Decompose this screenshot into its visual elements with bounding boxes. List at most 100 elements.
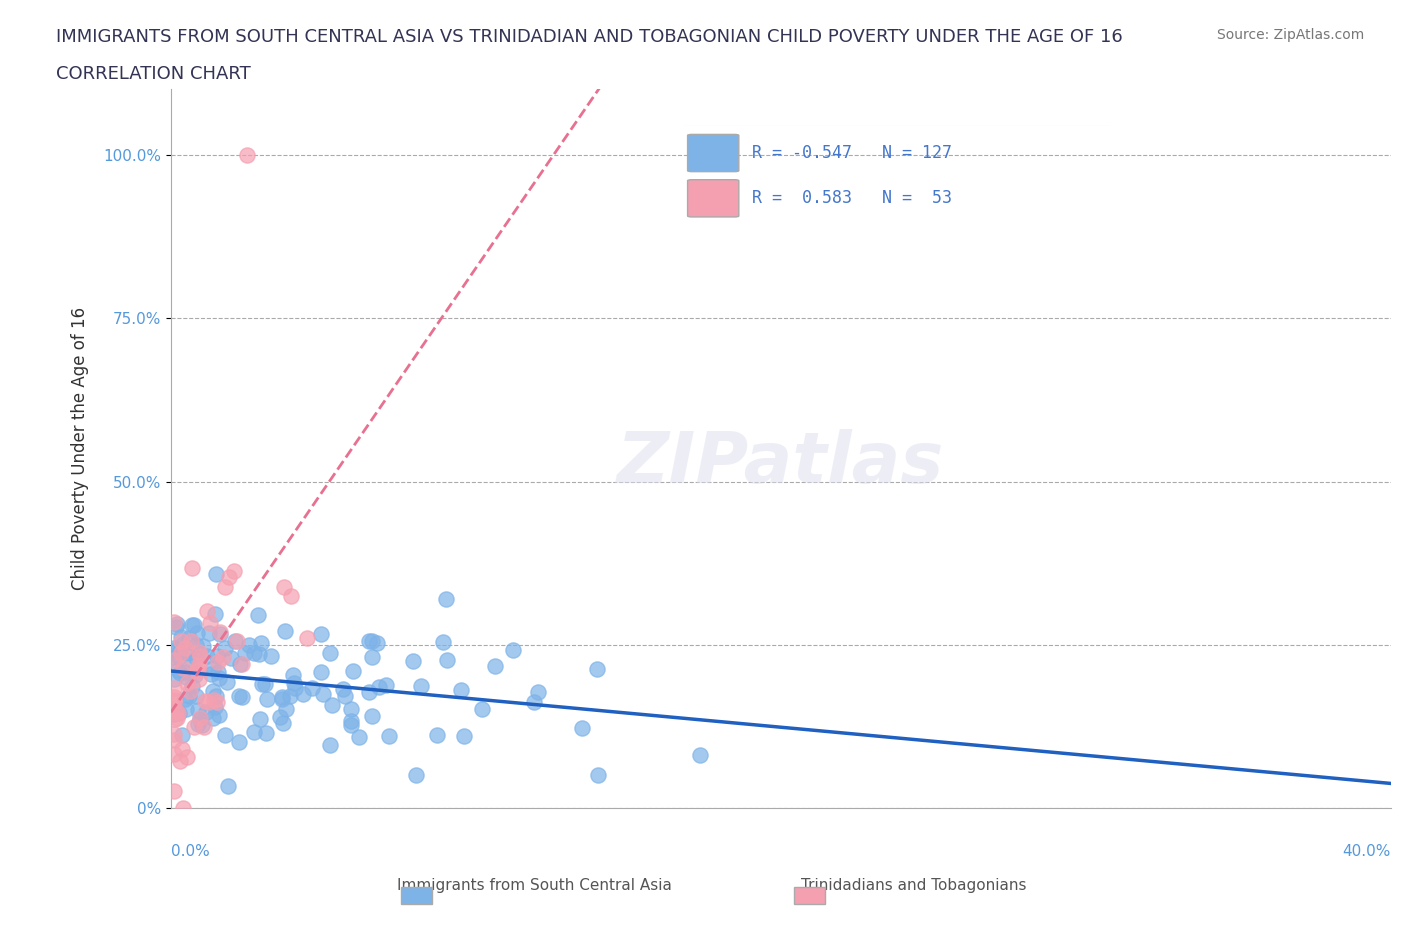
- Point: [198, 625, 221, 640]
- Point: [208, 708, 231, 723]
- Text: Immigrants from South Central Asia: Immigrants from South Central Asia: [396, 878, 672, 893]
- Point: [342, 663, 364, 678]
- Point: [194, 705, 217, 720]
- Point: [375, 677, 398, 692]
- Point: [340, 713, 363, 728]
- Point: [246, 607, 269, 622]
- Point: [200, 667, 222, 682]
- Point: [184, 668, 207, 683]
- Point: [278, 688, 301, 703]
- Point: [332, 681, 354, 696]
- Point: [174, 664, 197, 679]
- Point: [484, 659, 506, 674]
- Point: [205, 689, 228, 704]
- Point: [187, 703, 209, 718]
- Point: [167, 650, 190, 665]
- Point: [201, 711, 224, 725]
- Point: [238, 638, 260, 653]
- Point: [208, 624, 231, 639]
- Point: [204, 699, 226, 714]
- Point: [183, 618, 205, 632]
- Point: [163, 692, 186, 707]
- Point: [359, 684, 381, 699]
- Point: [426, 728, 449, 743]
- Point: [405, 768, 427, 783]
- Point: [295, 631, 318, 645]
- Point: [280, 588, 302, 603]
- Point: [361, 709, 384, 724]
- Point: [181, 561, 204, 576]
- Point: [335, 688, 357, 703]
- Point: [163, 615, 186, 630]
- Point: [179, 684, 201, 698]
- Point: [200, 615, 222, 630]
- Point: [193, 719, 215, 734]
- Point: [163, 784, 186, 799]
- Point: [218, 569, 240, 584]
- Point: [184, 638, 207, 653]
- Point: [219, 650, 242, 665]
- Y-axis label: Child Poverty Under the Age of 16: Child Poverty Under the Age of 16: [72, 307, 89, 591]
- Point: [224, 633, 246, 648]
- Point: [176, 750, 198, 764]
- Point: [254, 677, 277, 692]
- Point: [361, 649, 384, 664]
- Point: [309, 627, 332, 642]
- Point: [367, 679, 389, 694]
- Point: [211, 649, 233, 664]
- Point: [378, 728, 401, 743]
- Point: [436, 652, 458, 667]
- Point: [250, 677, 273, 692]
- Point: [256, 692, 278, 707]
- Point: [274, 624, 297, 639]
- Point: [207, 655, 229, 670]
- Point: [187, 644, 209, 659]
- Point: [172, 801, 194, 816]
- Point: [166, 619, 188, 634]
- Point: [166, 711, 188, 725]
- Text: CORRELATION CHART: CORRELATION CHART: [56, 65, 252, 83]
- Point: [163, 726, 186, 741]
- Point: [319, 737, 342, 752]
- Point: [167, 662, 190, 677]
- Point: [202, 660, 225, 675]
- Point: [269, 710, 291, 724]
- Point: [271, 690, 294, 705]
- Point: [228, 734, 250, 749]
- Point: [205, 649, 228, 664]
- Point: [229, 657, 252, 671]
- Point: [226, 633, 249, 648]
- Point: [172, 637, 194, 652]
- Point: [523, 695, 546, 710]
- Point: [432, 634, 454, 649]
- Point: [236, 147, 259, 162]
- Point: [340, 718, 363, 733]
- Point: [207, 665, 229, 680]
- Point: [471, 701, 494, 716]
- Point: [173, 691, 195, 706]
- Point: [190, 711, 212, 725]
- Point: [163, 681, 186, 696]
- Point: [181, 618, 204, 632]
- Point: [214, 641, 236, 656]
- Point: [163, 671, 186, 686]
- Point: [271, 715, 294, 730]
- Point: [186, 663, 208, 678]
- Point: [224, 564, 246, 578]
- Point: [434, 591, 457, 606]
- Point: [276, 701, 298, 716]
- Point: [197, 695, 219, 710]
- Point: [188, 671, 211, 686]
- Point: [163, 653, 186, 668]
- Point: [170, 645, 193, 660]
- Point: [309, 665, 332, 680]
- Point: [165, 649, 187, 664]
- Point: [411, 679, 433, 694]
- Point: [195, 604, 218, 618]
- Point: [301, 681, 323, 696]
- Point: [166, 705, 188, 720]
- Point: [214, 728, 236, 743]
- Point: [502, 643, 524, 658]
- Point: [360, 633, 382, 648]
- Point: [163, 733, 186, 748]
